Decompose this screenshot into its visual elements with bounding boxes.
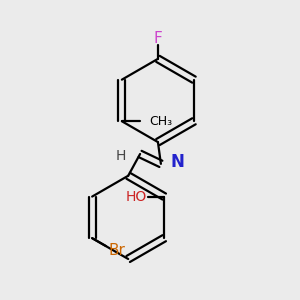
Text: N: N — [171, 153, 185, 171]
Text: CH₃: CH₃ — [150, 115, 173, 128]
Text: HO: HO — [125, 190, 146, 204]
Text: F: F — [154, 31, 162, 46]
Text: H: H — [116, 149, 126, 163]
Text: Br: Br — [108, 243, 125, 258]
